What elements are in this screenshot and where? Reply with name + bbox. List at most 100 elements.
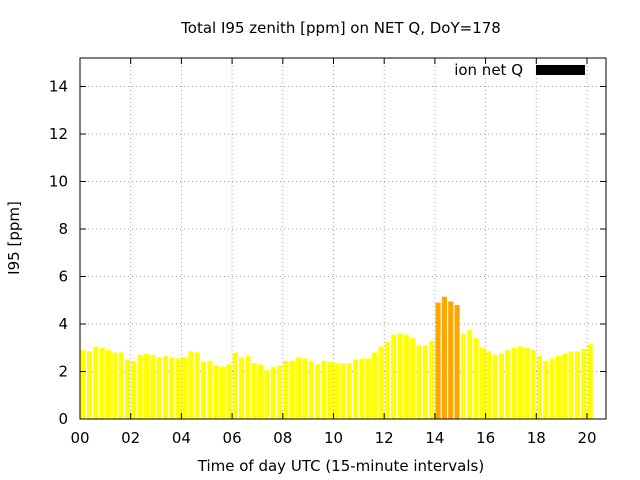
bar (283, 360, 289, 419)
bar (346, 363, 352, 419)
plot-frame (79, 57, 607, 420)
y-tick-label: 4 (58, 315, 68, 333)
bar (536, 356, 542, 419)
bar (124, 359, 131, 419)
bar (441, 296, 447, 419)
bar (549, 358, 555, 419)
bar (112, 352, 118, 419)
x-tick-label: 18 (527, 429, 546, 447)
x-tick-label: 02 (121, 429, 140, 447)
y-tick-label: 10 (49, 173, 68, 191)
bar (296, 357, 302, 419)
bar (239, 357, 245, 419)
x-tick-label: 12 (375, 429, 394, 447)
y-tick-label: 2 (58, 363, 68, 381)
y-tick-label: 8 (58, 220, 68, 238)
bar (517, 346, 523, 419)
bar (543, 360, 549, 419)
bar (524, 347, 530, 419)
bar (99, 347, 105, 419)
bar (264, 370, 270, 419)
bar (435, 302, 441, 419)
bar (587, 344, 593, 419)
x-tick-label: 00 (70, 429, 89, 447)
bar (131, 360, 137, 419)
bar (568, 351, 574, 419)
bar (93, 346, 99, 419)
bar (201, 362, 207, 419)
bar (118, 352, 124, 419)
y-axis-label: I95 [ppm] (5, 201, 23, 275)
bar (220, 366, 226, 419)
x-tick-label: 14 (425, 429, 444, 447)
bar (137, 354, 143, 419)
bar (277, 365, 283, 419)
y-tick-label: 12 (49, 125, 68, 143)
bar (245, 356, 251, 419)
bar (258, 364, 264, 419)
bar (498, 353, 504, 419)
chart-title: Total I95 zenith [ppm] on NET Q, DoY=178 (180, 19, 501, 37)
bar (492, 354, 498, 419)
bar (403, 334, 409, 419)
bar (479, 347, 485, 419)
bar (416, 345, 422, 419)
bar (270, 366, 276, 419)
bar (327, 362, 333, 419)
bar (144, 353, 150, 419)
bar (289, 360, 295, 419)
bar (460, 333, 466, 419)
x-tick-label: 20 (577, 429, 596, 447)
bar (448, 301, 454, 419)
bar (163, 356, 169, 419)
bar (232, 352, 238, 419)
bar (207, 360, 213, 419)
bar (391, 334, 397, 419)
bar (397, 333, 403, 419)
bar (226, 364, 232, 419)
bar (454, 305, 460, 419)
bar (182, 357, 188, 419)
x-axis-label: Time of day UTC (15-minute intervals) (197, 457, 484, 475)
bar (213, 365, 219, 419)
x-tick-label: 10 (324, 429, 343, 447)
bar (555, 356, 562, 419)
bar (530, 350, 536, 419)
bar (384, 341, 390, 419)
x-tick-label: 06 (223, 429, 242, 447)
legend: ion net Q (454, 61, 585, 79)
bar (169, 357, 175, 419)
bar (505, 350, 511, 419)
bar (511, 347, 517, 419)
bar (365, 358, 371, 419)
bar (188, 351, 194, 419)
bar (410, 338, 416, 419)
y-tick-label: 6 (58, 268, 68, 286)
bar (321, 360, 327, 419)
legend-label: ion net Q (454, 61, 523, 79)
y-tick-label: 14 (49, 78, 68, 96)
bar (194, 352, 200, 419)
bar (315, 364, 321, 419)
bar (156, 357, 162, 419)
bar (581, 348, 587, 419)
bar (150, 354, 156, 419)
bar (308, 360, 314, 419)
bar (574, 351, 581, 419)
x-tick-label: 04 (172, 429, 191, 447)
bar (467, 329, 473, 419)
legend-swatch (536, 65, 585, 75)
bar (359, 358, 365, 419)
bar (302, 358, 308, 419)
bar (334, 363, 340, 419)
bar (353, 359, 359, 419)
x-tick-label: 16 (476, 429, 495, 447)
bar (86, 351, 93, 419)
bar (473, 338, 479, 419)
y-tick-label: 0 (58, 410, 68, 428)
bar (80, 350, 86, 419)
bar (372, 352, 378, 419)
bar (486, 351, 492, 419)
